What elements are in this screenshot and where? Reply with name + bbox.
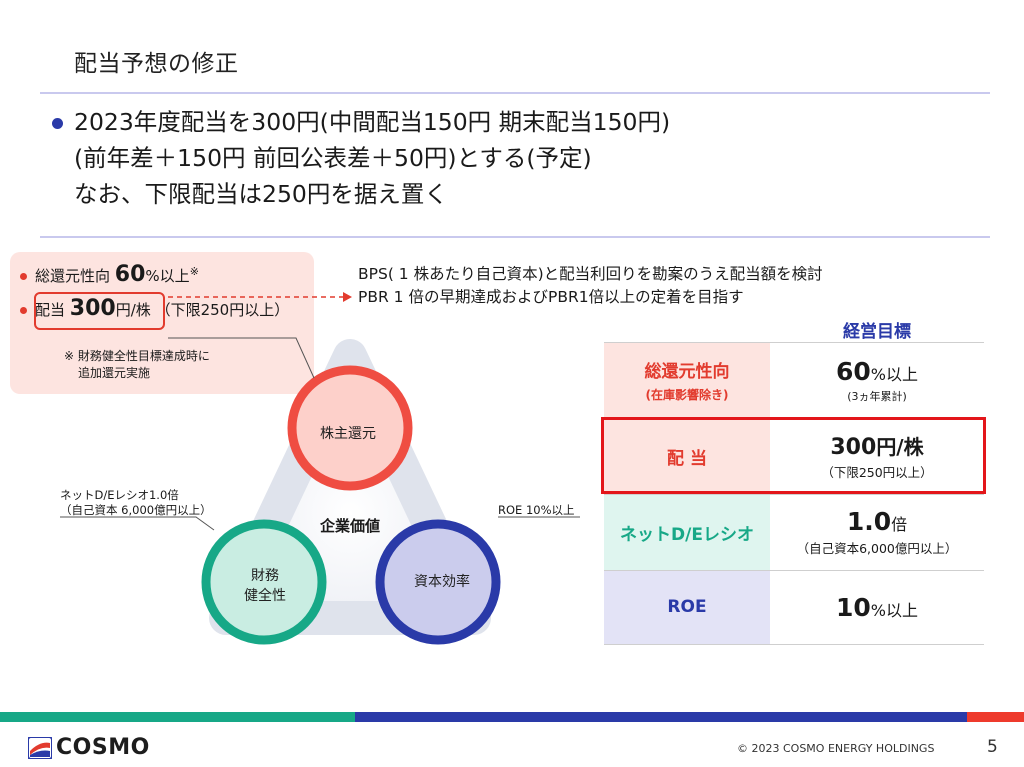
net-de-callout-line	[60, 516, 215, 531]
table-divider	[604, 570, 984, 571]
announcement-line-3: なお、下限配当は250円を据え置く	[74, 180, 448, 208]
table-divider	[604, 494, 984, 495]
financial-health-label: 財務 健全性	[220, 566, 310, 606]
dividend-unit: 円/株	[115, 301, 151, 319]
bullet-dot	[20, 273, 27, 280]
footnote-line-2: 追加還元実施	[78, 366, 151, 380]
cosmo-logo-icon	[28, 736, 52, 759]
goal-label-text: ネットD/Eレシオ	[620, 524, 754, 545]
footer-bar-green	[0, 712, 355, 722]
dividend-value: 300	[69, 296, 116, 321]
goal-value-net-de: 1.0倍 （自己資本6,000億円以上）	[770, 494, 984, 570]
policy-dividend: 配当 300円/株 （下限250円以上）	[20, 296, 289, 321]
copyright: © 2023 COSMO ENERGY HOLDINGS	[737, 742, 935, 755]
goal-value-dividend: 300円/株 （下限250円以上）	[770, 418, 984, 494]
goal-label-text: 総還元性向	[644, 362, 730, 382]
goal-value-text: 60%以上	[836, 357, 918, 386]
goal-value-subtext: (3ヵ年累計)	[847, 389, 907, 403]
footnote-line-1: ※ 財務健全性目標達成時に	[64, 349, 210, 363]
goal-value-subtext: （下限250円以上）	[821, 465, 933, 480]
goal-value-subtext: （自己資本6,000億円以上）	[796, 541, 958, 556]
financial-health-label-line-1: 財務	[251, 568, 279, 584]
explanation-line-1: BPS( 1 株あたり自己資本)と配当利回りを勘案のうえ配当額を検討	[358, 265, 823, 283]
net-de-callout-line-1: ネットD/Eレシオ1.0倍	[60, 488, 179, 502]
page-title: 配当予想の修正	[74, 51, 239, 77]
goal-label-roe: ROE	[604, 570, 770, 644]
goal-value-unit: %以上	[870, 364, 918, 384]
dividend-label: 配当	[35, 301, 66, 319]
table-divider	[604, 644, 984, 645]
footer-bar-red	[967, 712, 1024, 722]
net-de-callout-line-2: （自己資本 6,000億円以上）	[60, 503, 212, 517]
goal-label-net-de: ネットD/Eレシオ	[604, 494, 770, 570]
logo-text: COSMO	[56, 735, 150, 760]
goal-label-text: ROE	[667, 597, 707, 617]
corporate-value-label: 企業価値	[319, 517, 380, 535]
dividend-goal-highlight	[601, 417, 986, 494]
shareholder-return-label: 株主還元	[320, 426, 376, 442]
policy-footnote: ※ 財務健全性目標達成時に 追加還元実施	[64, 348, 210, 382]
goal-value-text: 1.0倍	[847, 507, 907, 536]
total-return-label: 総還元性向	[35, 267, 111, 285]
middle-divider	[40, 236, 990, 238]
return-policy-box	[10, 252, 314, 394]
goal-label-subtext: (在庫影響除き)	[645, 388, 729, 402]
dividend-highlight-box	[34, 292, 165, 330]
note-mark: ※	[189, 265, 199, 278]
footer-bar-blue	[355, 712, 967, 722]
shareholder-return-circle	[287, 365, 413, 491]
goal-value-text: 300円/株	[830, 431, 923, 460]
goal-label-dividend: 配 当	[604, 418, 770, 494]
announcement-lines: 2023年度配当を300円(中間配当150円 期末配当150円) (前年差＋15…	[74, 104, 974, 212]
bullet-dot	[52, 118, 63, 129]
financial-health-circle	[201, 519, 327, 645]
goal-value-number: 1.0	[846, 507, 892, 536]
total-return-unit: %以上	[145, 267, 190, 285]
goal-value-unit: 円/株	[876, 435, 924, 459]
page-number: 5	[987, 737, 998, 757]
goal-value-roe: 10%以上	[770, 570, 984, 644]
policy-total-return: 総還元性向 60%以上※	[20, 262, 199, 287]
policy-callout-line	[168, 337, 315, 379]
roe-callout: ROE 10%以上	[498, 503, 575, 517]
total-return-value: 60	[114, 262, 146, 287]
goals-header: 経営目標	[843, 322, 911, 342]
capital-efficiency-label: 資本効率	[414, 574, 470, 590]
bullet-dot	[20, 307, 27, 314]
capital-efficiency-circle	[375, 519, 501, 645]
announcement-line-2: (前年差＋150円 前回公表差＋50円)とする(予定)	[74, 144, 592, 172]
cosmo-logo: COSMO	[28, 735, 150, 760]
goal-value-text: 10%以上	[836, 593, 918, 622]
explanation-line-2: PBR 1 倍の早期達成およびPBR1倍以上の定着を目指す	[358, 288, 744, 306]
goal-label-text: 配 当	[667, 448, 707, 469]
dividend-floor-note: （下限250円以上）	[155, 301, 290, 319]
goal-value-number: 10	[835, 592, 871, 622]
goal-value-unit: 倍	[891, 515, 908, 534]
table-divider	[604, 342, 984, 343]
goal-value-unit: %以上	[870, 600, 918, 620]
goal-label-total-return: 総還元性向 (在庫影響除き)	[604, 342, 770, 418]
announcement-line-1: 2023年度配当を300円(中間配当150円 期末配当150円)	[74, 108, 671, 136]
goal-value-total-return: 60%以上 (3ヵ年累計)	[770, 342, 984, 418]
net-de-callout: ネットD/Eレシオ1.0倍 （自己資本 6,000億円以上）	[60, 488, 212, 518]
goal-value-number: 60	[835, 356, 871, 386]
goal-value-number: 300	[830, 435, 877, 460]
financial-health-label-line-2: 健全性	[244, 588, 286, 604]
top-divider	[40, 92, 990, 94]
